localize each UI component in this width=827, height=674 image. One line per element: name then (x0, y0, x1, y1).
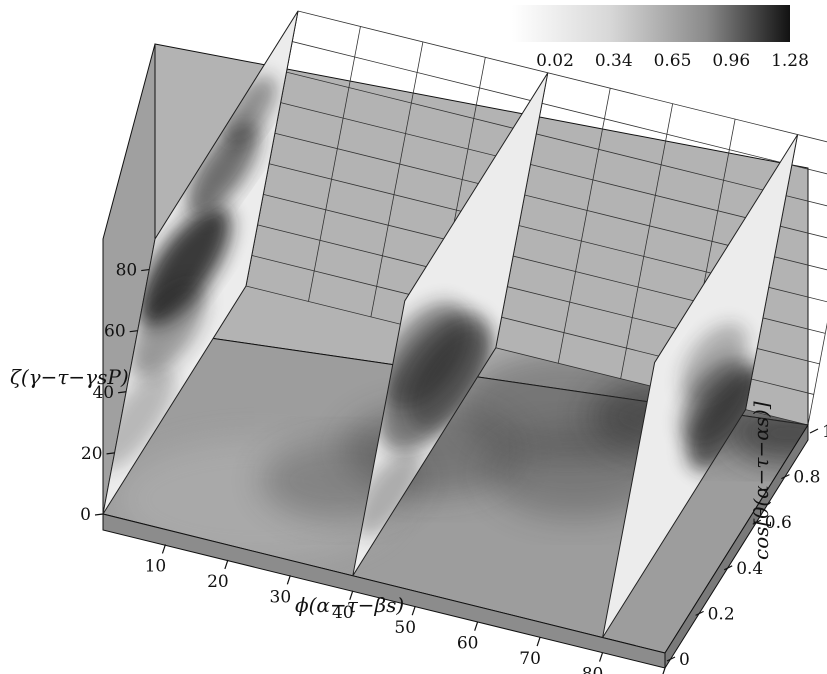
x-tick (224, 559, 229, 570)
z-tick-label: 0 (80, 505, 91, 525)
slice-outline (602, 134, 799, 638)
y-tick (781, 474, 790, 480)
back-grid-hline (297, 10, 827, 143)
z-axis-label: ζ(γ−τ−γsP) (10, 365, 129, 389)
slices (102, 10, 799, 638)
x-tick-label: 30 (270, 587, 292, 607)
z-tick (94, 513, 104, 516)
x-tick (474, 621, 479, 631)
z-tick (118, 391, 127, 394)
back-grid-vline (557, 88, 611, 364)
back-grid-hline (286, 71, 827, 207)
y-tick-label: 0.6 (765, 513, 792, 533)
x-tick-label: 70 (519, 649, 541, 669)
x-tick (411, 606, 416, 616)
z-tick-label: 20 (81, 444, 103, 464)
y-axis-label: cos[θ(α−τ−αs)] (749, 401, 773, 560)
back-grid-vline (370, 41, 424, 317)
colorbar (512, 5, 790, 42)
back-grid-hline (292, 41, 827, 175)
y-tick (752, 519, 762, 525)
back-grid-vline (807, 322, 827, 426)
colorbar-ticks: 0.02 0.34 0.65 0.96 1.28 (536, 51, 809, 71)
colorbar-tick-label: 0.34 (595, 51, 633, 71)
x-tick-label: 40 (332, 603, 354, 623)
z-tick-label: 80 (116, 261, 138, 281)
x-tick (349, 590, 354, 600)
slice-contour (130, 282, 206, 377)
z-tick-label: 60 (104, 322, 126, 342)
floor-shade (728, 403, 808, 464)
slice-contour (138, 206, 232, 326)
y-tick (809, 428, 819, 434)
x-axis-ticks: 102030405060708090 (145, 544, 666, 674)
z-tick (129, 330, 138, 333)
colorbar-tick-label: 1.28 (771, 51, 809, 71)
x-tick-label: 10 (145, 556, 167, 576)
y-tick-label: 1.0 (822, 422, 827, 442)
slice-contour (407, 325, 493, 430)
floor-right-edge (664, 423, 809, 670)
back-grid-vline (308, 26, 361, 302)
slice-contour (186, 121, 260, 216)
y-tick (695, 610, 704, 616)
y-tick-label: 0 (679, 650, 690, 670)
slice-outline (352, 72, 549, 577)
slice-contour (354, 450, 423, 537)
y-tick-label: 0.4 (736, 559, 763, 579)
x-axis-label: ϕ(α−τ−βs) (295, 593, 404, 617)
x-tick-label: 20 (207, 572, 229, 592)
x-tick (536, 636, 541, 647)
slice-contour (681, 323, 748, 403)
colorbar-tick-label: 0.65 (654, 51, 692, 71)
floor-shade (485, 427, 666, 518)
y-tick-label: 0.2 (708, 604, 735, 624)
y-axis-ticks: 0 0.2 0.4 0.6 0.8 1.0 (666, 422, 827, 670)
y-tick (666, 656, 676, 662)
colorbar-tick-label: 0.96 (712, 51, 750, 71)
x-tick (598, 652, 604, 662)
slice-x-0 (102, 10, 299, 515)
back-grid-vline (620, 103, 674, 379)
x-tick-label: 50 (394, 618, 416, 638)
x-tick-label: 60 (457, 634, 479, 654)
z-tick (141, 268, 150, 272)
y-tick-label: 0.8 (793, 468, 820, 488)
z-tick (106, 452, 115, 455)
x-tick (662, 667, 666, 674)
x-tick (286, 575, 291, 585)
slice-contour (222, 75, 277, 145)
x-tick (161, 544, 167, 554)
slice-x-40 (352, 72, 549, 577)
z-axis-ticks: 0 20 40 60 80 (80, 261, 150, 525)
colorbar-tick-label: 0.02 (536, 51, 574, 71)
y-tick (723, 565, 733, 571)
z-tick-label: 40 (92, 383, 114, 403)
x-tick-label: 80 (582, 665, 604, 674)
